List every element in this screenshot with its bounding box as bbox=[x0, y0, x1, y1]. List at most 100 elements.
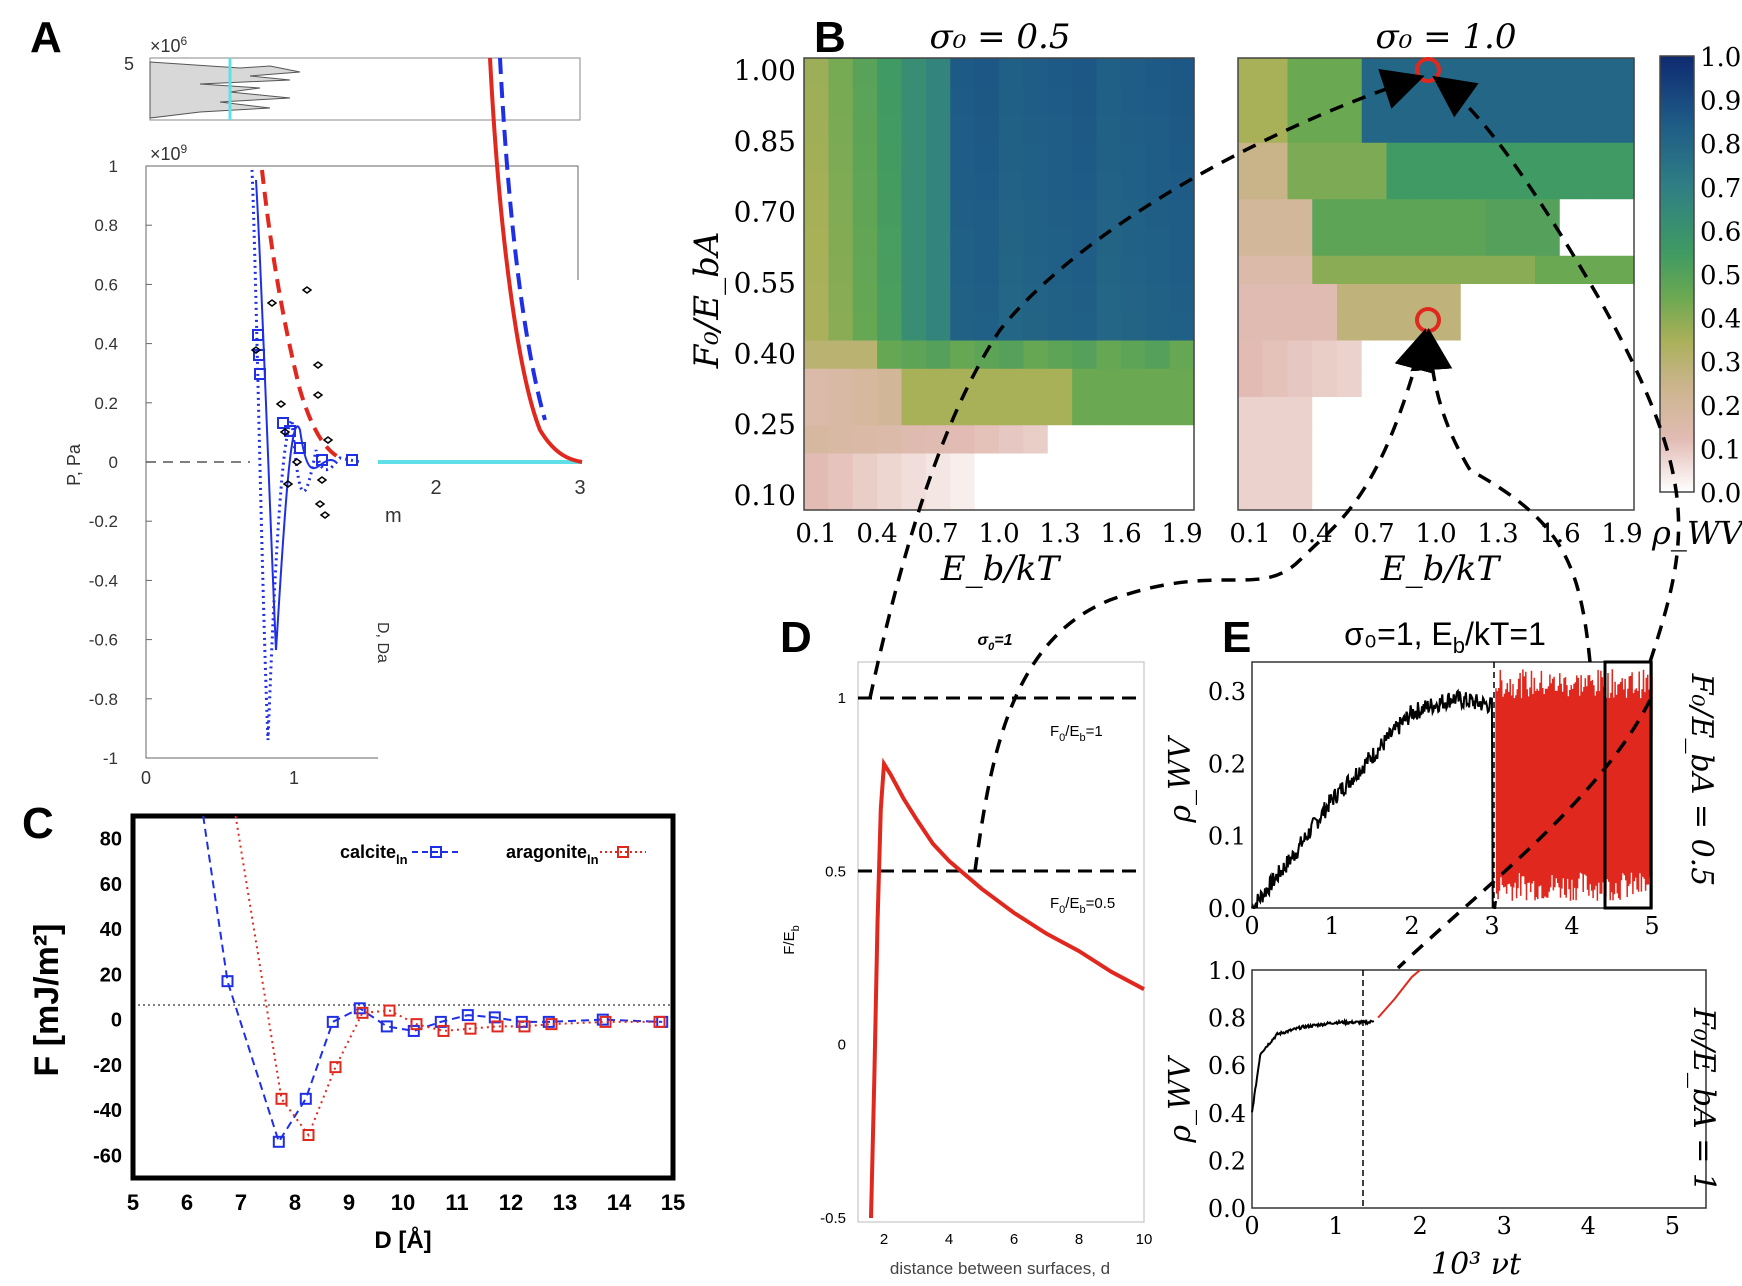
panel-b-left-cell bbox=[877, 453, 903, 483]
panel-b-left-cell bbox=[828, 86, 854, 116]
panel-b-right-cell bbox=[1312, 425, 1338, 455]
panel-b-left-cell bbox=[1023, 340, 1049, 370]
panel-b-colorbar-tick: 0.3 bbox=[1700, 348, 1741, 378]
panel-b-right-cell bbox=[1609, 255, 1635, 285]
panel-b-right-cell bbox=[1312, 481, 1338, 511]
panel-e-top-xtick: 3 bbox=[1484, 912, 1499, 940]
panel-b-left-cell bbox=[974, 425, 1000, 455]
panel-c-xlabel: D [Å] bbox=[374, 1226, 431, 1254]
panel-b-right-cell bbox=[1485, 58, 1511, 87]
panel-c-legend-aragonite-marker bbox=[617, 846, 629, 858]
panel-b-left-cell bbox=[925, 255, 951, 285]
panel-e-top-xtick: 2 bbox=[1404, 912, 1419, 940]
panel-b-right-xtick: 1.0 bbox=[1415, 519, 1456, 549]
panel-b-right-cell bbox=[1312, 312, 1338, 342]
panel-b-right-cell bbox=[1287, 312, 1313, 342]
panel-b-left-cell bbox=[828, 453, 854, 483]
panel-b-right-cell bbox=[1436, 368, 1462, 398]
panel-b-ytick: 0.40 bbox=[734, 337, 796, 370]
panel-b-right-cell bbox=[1559, 312, 1586, 342]
panel-a-side-fragment: D, Da bbox=[374, 622, 391, 663]
panel-b-left-cell bbox=[1047, 481, 1073, 511]
panel-a-diamond-marker bbox=[319, 511, 331, 519]
panel-b-left-cell bbox=[901, 142, 927, 172]
panel-b-right-cell bbox=[1609, 58, 1635, 87]
panel-b-left-cell bbox=[974, 284, 1000, 313]
panel-b-left-cell bbox=[999, 142, 1024, 172]
panel-b-right-cell bbox=[1262, 453, 1289, 483]
panel-b-left-cell bbox=[804, 58, 829, 87]
panel-b-left-cell bbox=[999, 397, 1024, 426]
panel-e-bottom-ytick: 0.2 bbox=[1208, 1147, 1246, 1175]
panel-b-right-cell bbox=[1559, 453, 1586, 483]
panel-b-right-cell bbox=[1287, 86, 1313, 116]
panel-b-right-cell bbox=[1609, 284, 1635, 313]
panel-b-left-cell bbox=[974, 397, 1000, 426]
panel-b-right-cell bbox=[1238, 255, 1264, 285]
panel-e-bottom-side-label: F₀/E_bA = 1 bbox=[1686, 1007, 1721, 1192]
panel-label-b: B bbox=[814, 13, 846, 62]
panel-b-right-cell bbox=[1238, 86, 1264, 116]
panel-b-left-cell bbox=[1047, 86, 1073, 116]
panel-b-left-cell bbox=[1145, 58, 1171, 87]
panel-b-right-cell bbox=[1559, 397, 1586, 426]
panel-c-marker-calcite_ln bbox=[221, 975, 234, 988]
panel-b-right-cell bbox=[1485, 425, 1511, 455]
panel-c-xtick: 7 bbox=[235, 1190, 247, 1215]
panel-b-right-cell bbox=[1436, 481, 1462, 511]
panel-b-left-cell bbox=[1145, 453, 1171, 483]
panel-b-right-cell bbox=[1262, 425, 1289, 455]
panel-b-left-cell bbox=[804, 425, 829, 455]
panel-b-left-cell bbox=[925, 481, 951, 511]
panel-b-left-cell bbox=[828, 425, 854, 455]
panel-e-bottom-red-trace bbox=[1377, 969, 1421, 1019]
panel-b-right-cell bbox=[1386, 171, 1412, 200]
panel-a-diamond-marker bbox=[275, 400, 287, 408]
panel-b-left-cell bbox=[804, 114, 829, 144]
panel-e-bottom-black-trace bbox=[1251, 1017, 1375, 1113]
panel-d-ytick: -0.5 bbox=[820, 1210, 846, 1227]
panel-d-annotation-05: F0/Eb=0.5 bbox=[1050, 895, 1115, 916]
panel-b-right-cell bbox=[1337, 453, 1363, 483]
panel-a-xtick-1: 1 bbox=[289, 768, 299, 788]
panel-b-colorbar-label: ρ_WV bbox=[1651, 514, 1742, 552]
panel-a-diamond-marker bbox=[301, 286, 313, 294]
panel-b-left-cell bbox=[1047, 58, 1073, 87]
panel-b-right-cell bbox=[1337, 425, 1363, 455]
panel-b-colorbar-tick: 0.7 bbox=[1700, 174, 1741, 204]
panel-b-left-cell bbox=[852, 368, 878, 398]
panel-b-left-cell bbox=[999, 171, 1024, 200]
panel-b-left-cell bbox=[852, 340, 878, 370]
panel-b-right-cell bbox=[1584, 171, 1610, 200]
panel-d-ytick: 0 bbox=[838, 1037, 846, 1054]
panel-b-left-cell bbox=[1047, 453, 1073, 483]
panel-b-right-cell bbox=[1460, 171, 1487, 200]
panel-b-right-cell bbox=[1287, 227, 1313, 257]
panel-b-right-cell bbox=[1584, 199, 1610, 229]
panel-b-left-cell bbox=[974, 481, 1000, 511]
panel-b-right-cell bbox=[1337, 114, 1363, 144]
panel-b-right-cell bbox=[1535, 114, 1561, 144]
panel-b-left-cell bbox=[1145, 340, 1171, 370]
panel-b-left-xtick: 0.4 bbox=[856, 519, 897, 549]
panel-a-diamond-marker bbox=[314, 500, 326, 508]
panel-a-ytick: -0.6 bbox=[89, 631, 118, 650]
panel-b-left-cell bbox=[974, 58, 1000, 87]
panel-b-right-cell bbox=[1559, 425, 1586, 455]
panel-e-xlabel: 10³ νt bbox=[1431, 1247, 1522, 1282]
panel-b-left-cell bbox=[950, 312, 976, 342]
panel-a-ytick: -0.2 bbox=[89, 512, 118, 531]
panel-b-left-cell bbox=[901, 368, 927, 398]
panel-a-square-marker bbox=[346, 454, 358, 466]
panel-e-top-black-trace bbox=[1251, 688, 1497, 909]
panel-b-right-xtick: 1.9 bbox=[1601, 519, 1642, 549]
panel-b-left-cell bbox=[852, 481, 878, 511]
panel-b-right-cell bbox=[1361, 227, 1388, 257]
panel-b-left-cell bbox=[852, 227, 878, 257]
panel-b-right-cell bbox=[1485, 312, 1511, 342]
panel-b-right-cell bbox=[1238, 425, 1264, 455]
panel-b-left-cell bbox=[1072, 171, 1098, 200]
panel-b-right-cell bbox=[1262, 312, 1289, 342]
panel-b-left-cell bbox=[1072, 227, 1098, 257]
panel-c-marker-calcite_ln bbox=[326, 1015, 339, 1028]
